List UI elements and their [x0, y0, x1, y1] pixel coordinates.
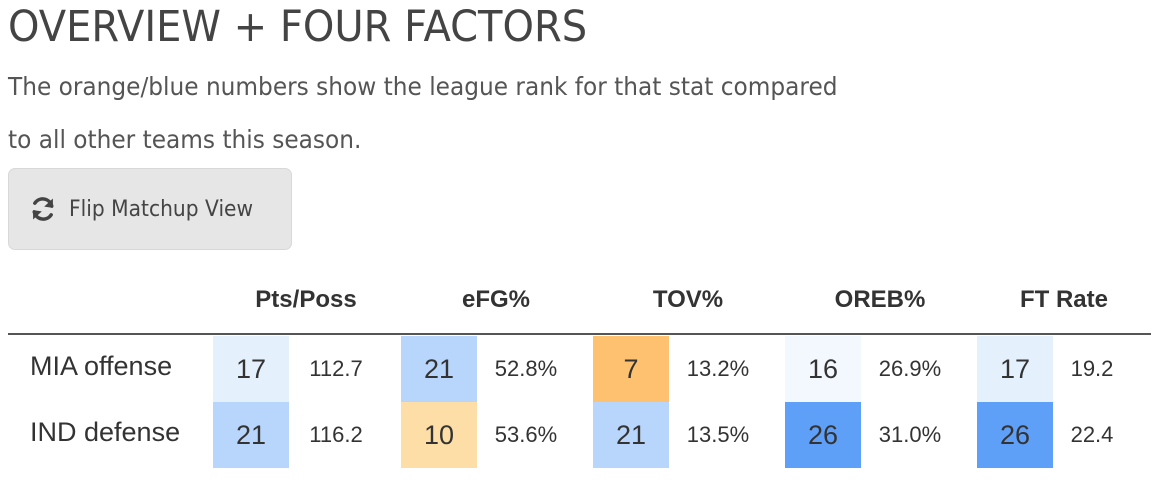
row-label-mia-offense: MIA offense	[30, 351, 173, 381]
refresh-icon	[29, 195, 57, 223]
rank-cell: 21	[401, 336, 477, 402]
value-cell: 112.7	[309, 356, 363, 381]
rank-cell: 17	[213, 336, 289, 402]
rank-cell: 10	[401, 402, 477, 468]
column-header-pts-poss: Pts/Poss	[255, 286, 357, 313]
rank-cell: 26	[977, 402, 1053, 468]
rank-cell: 16	[785, 336, 861, 402]
header-divider	[8, 333, 1151, 335]
value-cell: 13.2%	[686, 356, 750, 381]
column-header-ft-rate: FT Rate	[1019, 286, 1108, 313]
column-header-tov: TOV%	[652, 286, 724, 313]
value-cell: 26.9%	[878, 356, 942, 381]
column-header-efg: eFG%	[461, 286, 530, 313]
value-cell: 31.0%	[878, 422, 942, 447]
flip-matchup-button[interactable]: Flip Matchup View	[8, 168, 292, 250]
rank-cell: 21	[213, 402, 289, 468]
row-label-ind-defense: IND defense	[30, 417, 181, 447]
page-subtitle: The orange/blue numbers show the league …	[8, 72, 838, 154]
value-cell: 116.2	[309, 422, 363, 447]
flip-matchup-label: Flip Matchup View	[69, 196, 254, 222]
value-cell: 52.8%	[494, 356, 558, 381]
value-cell: 53.6%	[494, 422, 558, 447]
value-cell: 22.4	[1070, 422, 1114, 447]
rank-cell: 26	[785, 402, 861, 468]
column-header-oreb: OREB%	[834, 286, 926, 313]
rank-cell: 7	[593, 336, 669, 402]
rank-cell: 21	[593, 402, 669, 468]
page-title: OVERVIEW + FOUR FACTORS	[8, 2, 588, 52]
value-cell: 13.5%	[686, 422, 750, 447]
value-cell: 19.2	[1070, 356, 1114, 381]
rank-cell: 17	[977, 336, 1053, 402]
